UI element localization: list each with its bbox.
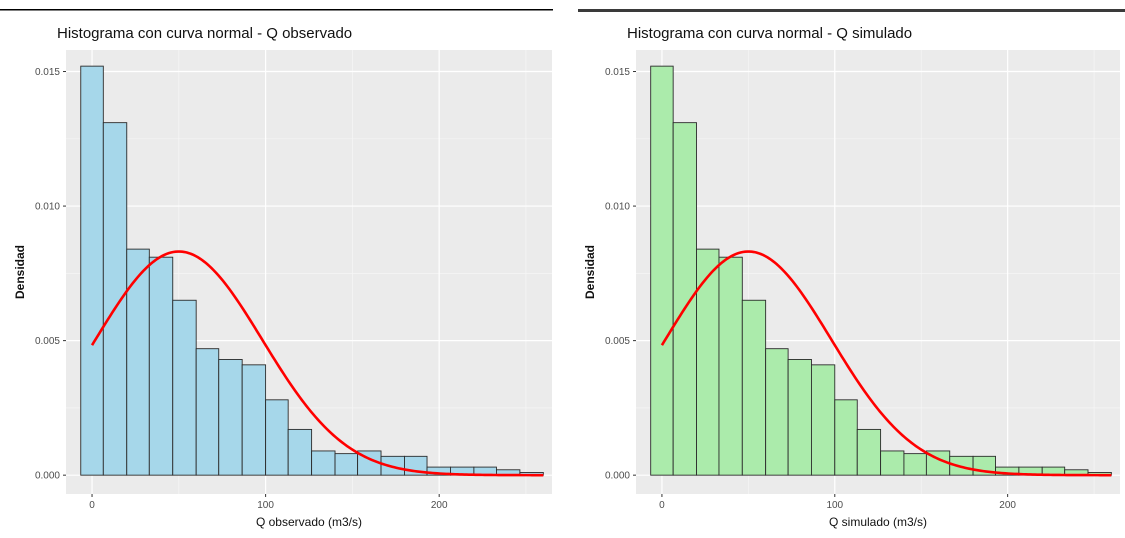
x-tick-label: 200 [431,500,448,511]
chart-observed: Histograma con curva normal - Q observad… [0,9,553,529]
histogram-bar [148,256,174,476]
histogram-bar [856,428,882,476]
histogram-bar [287,428,313,476]
header-rule [578,9,1125,12]
y-tick-label: 0.015 [35,67,60,78]
histogram-bars [650,65,1112,476]
histogram-bar [834,399,858,476]
x-axis-label: Q simulado (m3/s) [829,515,927,529]
y-axis-ticks: 0.000 0.005 0.010 0.015 [35,67,66,482]
x-tick-label: 200 [999,500,1016,511]
histogram-bar [672,122,697,476]
histogram-bar [102,122,128,476]
chart-simulated: Histograma con curva normal - Q simulado… [578,9,1125,529]
chart-title: Histograma con curva normal - Q simulado [627,25,912,42]
header-rule [0,9,553,11]
y-tick-label: 0.005 [605,336,630,347]
histogram-panel-observed: Histograma con curva normal - Q observad… [0,0,560,538]
normal-curve [90,250,544,477]
x-tick-label: 0 [89,500,95,511]
chart-title: Histograma con curva normal - Q observad… [57,25,352,42]
histogram-bar [218,359,243,476]
y-tick-label: 0.005 [35,336,60,347]
histogram-bar [650,65,674,476]
x-axis-label: Q observado (m3/s) [256,515,362,529]
histogram-bar [741,299,767,476]
histogram-bar [787,359,812,476]
x-axis-ticks: 0 100 200 [659,494,1016,511]
histogram-bar [311,450,336,476]
x-axis-ticks: 0 100 200 [89,494,448,511]
histogram-bar [880,450,905,476]
normal-curve [660,250,1112,477]
y-tick-label: 0.010 [605,202,630,213]
histogram-bar [765,348,789,476]
y-tick-label: 0.010 [35,202,60,213]
histogram-bar [718,256,743,476]
x-tick-label: 100 [826,500,843,511]
histogram-bar [334,453,359,476]
x-tick-label: 100 [257,500,274,511]
histogram-bar [80,65,104,476]
histogram-bar [241,364,267,476]
y-axis-label: Densidad [583,245,597,299]
y-tick-label: 0.000 [35,471,60,482]
histogram-bar [195,348,220,476]
y-axis-label: Densidad [13,245,27,299]
histogram-panel-simulated: Histograma con curva normal - Q simulado… [570,0,1125,538]
histogram-bar [126,248,150,476]
histogram-bar [265,399,289,476]
histogram-bar [903,453,927,476]
histogram-bar [810,364,836,476]
histogram-bar [696,248,720,476]
y-axis-ticks: 0.000 0.005 0.010 0.015 [605,67,636,482]
histogram-bar [172,299,197,476]
x-tick-label: 0 [659,500,665,511]
histogram-bars [80,65,544,476]
y-tick-label: 0.015 [605,67,630,78]
y-tick-label: 0.000 [605,471,630,482]
